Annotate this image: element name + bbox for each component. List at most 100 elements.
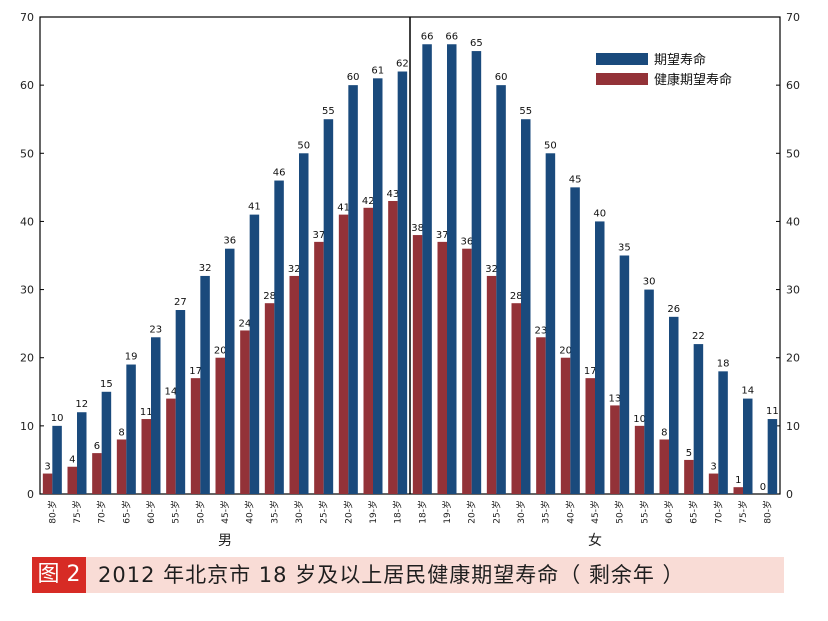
bar-life-50-岁 — [619, 255, 630, 494]
x-tick-label: 60-岁 — [663, 500, 675, 524]
bar-life-65-岁 — [693, 344, 704, 494]
data-label-life: 23 — [149, 324, 162, 335]
data-label-life: 18 — [717, 358, 730, 369]
x-tick-label: 70-岁 — [712, 500, 724, 524]
x-tick-label: 75-岁 — [737, 500, 749, 524]
data-label-life: 62 — [396, 59, 409, 70]
data-label-life: 66 — [421, 31, 434, 42]
data-label-life: 36 — [223, 236, 236, 247]
data-label-health: 6 — [94, 441, 100, 452]
y-tick-label-left: 0 — [27, 488, 34, 501]
y-tick-label-left: 30 — [20, 284, 34, 297]
y-tick-label-left: 60 — [20, 79, 34, 92]
x-tick-label: 18-岁 — [392, 500, 404, 524]
bar-health-45-岁 — [215, 357, 225, 494]
bar-life-20-岁 — [348, 85, 358, 495]
data-label-health: 3 — [710, 462, 716, 473]
x-tick-label: 50-岁 — [194, 500, 206, 524]
bar-health-25-岁 — [314, 241, 324, 494]
x-tick-label: 80-岁 — [762, 500, 774, 524]
data-label-life: 60 — [495, 72, 508, 83]
legend-label: 期望寿命 — [654, 52, 706, 68]
data-label-life: 19 — [125, 352, 138, 363]
group-label: 男 — [218, 533, 232, 549]
y-tick-label-right: 0 — [786, 488, 793, 501]
data-label-life: 14 — [741, 386, 754, 397]
data-label-life: 50 — [297, 140, 310, 151]
bar-life-80-岁 — [52, 425, 62, 494]
bar-health-19-岁 — [437, 241, 447, 494]
x-tick-label: 45-岁 — [219, 500, 231, 524]
bar-life-25-岁 — [323, 119, 334, 494]
bar-life-45-岁 — [595, 221, 605, 494]
y-tick-label-left: 40 — [20, 215, 34, 228]
data-label-life: 61 — [371, 65, 384, 76]
data-label-health: 4 — [69, 455, 75, 466]
bar-life-60-岁 — [669, 316, 679, 494]
bar-life-60-岁 — [151, 337, 161, 494]
bar-health-70-岁 — [708, 473, 719, 494]
bar-life-35-岁 — [545, 153, 556, 495]
x-tick-label: 35-岁 — [268, 500, 280, 524]
data-label-health: 38 — [411, 223, 424, 234]
bar-health-20-岁 — [338, 214, 349, 494]
bar-health-75-岁 — [733, 487, 743, 494]
bar-health-65-岁 — [116, 439, 127, 494]
x-tick-label: 40-岁 — [564, 500, 576, 524]
x-tick-label: 25-岁 — [318, 500, 330, 524]
bar-health-40-岁 — [240, 330, 250, 494]
data-label-health: 10 — [633, 414, 646, 425]
data-label-health: 43 — [387, 189, 400, 200]
legend-swatch — [596, 73, 648, 85]
y-tick-label-right: 50 — [786, 147, 800, 160]
data-label-life: 41 — [248, 202, 261, 213]
data-label-health: 13 — [609, 393, 622, 404]
bar-health-40-岁 — [560, 357, 571, 494]
bar-health-18-岁 — [388, 200, 398, 494]
bar-health-55-岁 — [634, 425, 645, 494]
figure-caption: 2012 年北京市 18 岁及以上居民健康期望寿命（ 剩余年 ） — [98, 563, 685, 587]
x-tick-label: 65-岁 — [688, 500, 700, 524]
data-label-life: 32 — [199, 263, 212, 274]
x-tick-label: 19-岁 — [367, 500, 379, 524]
bar-health-60-岁 — [141, 419, 151, 494]
figure-tag: 图 2 — [32, 557, 86, 593]
x-tick-label: 55-岁 — [170, 500, 182, 524]
data-label-health: 17 — [189, 366, 202, 377]
bar-life-25-岁 — [496, 85, 506, 495]
y-tick-label-right: 60 — [786, 79, 800, 92]
data-label-life: 10 — [51, 413, 64, 424]
data-label-health: 8 — [118, 427, 124, 438]
data-label-life: 66 — [445, 31, 458, 42]
x-tick-label: 20-岁 — [466, 500, 478, 524]
bar-life-18-岁 — [397, 71, 408, 494]
data-label-life: 40 — [593, 208, 606, 219]
data-label-life: 55 — [519, 106, 532, 117]
data-label-life: 50 — [544, 140, 557, 151]
data-label-health: 32 — [288, 264, 301, 275]
data-label-life: 35 — [618, 243, 631, 254]
bar-life-45-岁 — [225, 248, 235, 494]
bar-life-35-岁 — [274, 180, 284, 495]
data-label-life: 11 — [766, 406, 779, 417]
x-tick-label: 55-岁 — [638, 500, 650, 524]
bar-life-18-岁 — [422, 44, 432, 494]
bar-health-30-岁 — [511, 303, 521, 494]
bar-life-19-岁 — [447, 44, 457, 494]
x-tick-label: 20-岁 — [342, 500, 354, 524]
x-tick-label: 18-岁 — [416, 500, 428, 524]
data-label-health: 28 — [263, 291, 276, 302]
bar-health-55-岁 — [166, 398, 176, 494]
bar-health-45-岁 — [585, 378, 595, 494]
legend-label: 健康期望寿命 — [654, 72, 732, 88]
x-tick-label: 30-岁 — [515, 500, 527, 524]
x-tick-label: 25-岁 — [490, 500, 502, 524]
data-label-health: 1 — [735, 475, 741, 486]
bar-health-18-岁 — [412, 235, 423, 495]
data-label-health: 20 — [559, 346, 572, 357]
data-label-health: 5 — [686, 448, 692, 459]
x-tick-label: 35-岁 — [540, 500, 552, 524]
bar-life-50-岁 — [200, 275, 210, 494]
data-label-health: 17 — [584, 366, 597, 377]
caption-bar — [32, 557, 784, 593]
